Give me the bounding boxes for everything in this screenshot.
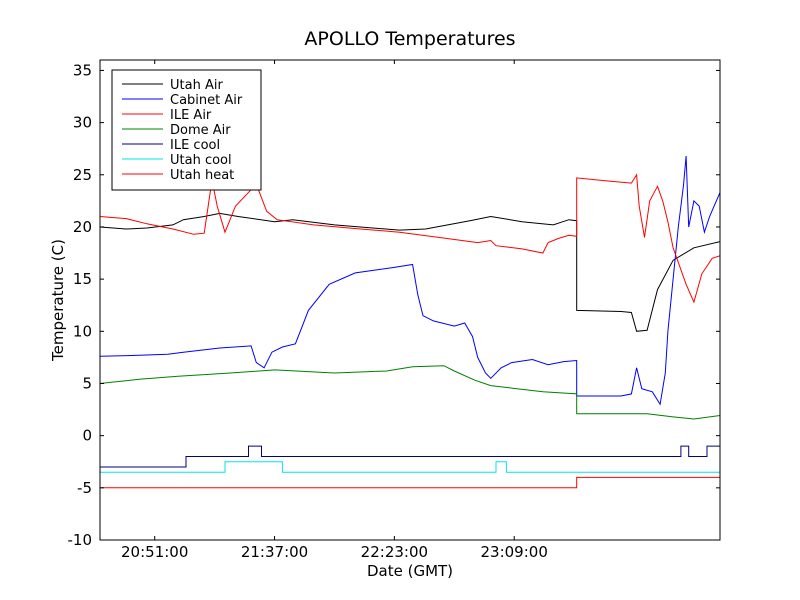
legend-entry: ILE Air <box>170 108 212 123</box>
y-tick-label: -5 <box>77 479 92 497</box>
y-tick-label: -10 <box>68 531 93 549</box>
plot-frame <box>99 59 721 541</box>
legend-entry: Cabinet Air <box>170 93 243 108</box>
y-axis-label: Temperature (C) <box>49 239 67 362</box>
series-line-utah-heat <box>100 476 720 489</box>
y-tick-label: 15 <box>73 270 92 288</box>
series-layer <box>100 155 720 489</box>
y-tick-label: 5 <box>82 374 92 392</box>
ticks-layer: -10 -5 0 5 10 15 20 25 30 35 20:51:00 21:37:00 22:23… <box>68 60 720 561</box>
y-tick-label: 0 <box>82 427 92 445</box>
series-line-utah-air <box>100 212 720 332</box>
y-tick-label: 20 <box>73 218 92 236</box>
legend-entry: Utah heat <box>170 168 234 183</box>
legend-box <box>111 69 262 191</box>
legend-entry: Utah cool <box>170 153 232 168</box>
legend-entry: Dome Air <box>170 123 231 138</box>
y-tick-label: 25 <box>73 166 92 184</box>
chart-title: APOLLO Temperatures <box>304 28 515 50</box>
series-line-dome-air <box>100 365 720 420</box>
series-line-utah-cool <box>100 461 720 473</box>
y-tick-label: 30 <box>73 114 92 132</box>
y-tick-label: 10 <box>73 322 92 340</box>
legend-entry: ILE cool <box>170 138 220 153</box>
x-tick-label: 21:37:00 <box>241 543 308 561</box>
x-tick-label: 23:09:00 <box>481 543 548 561</box>
y-tick-label: 35 <box>73 61 92 79</box>
series-line-ile-cool <box>100 445 720 468</box>
x-tick-label: 22:23:00 <box>361 543 428 561</box>
x-tick-label: 20:51:00 <box>121 543 188 561</box>
legend-entry: Utah Air <box>170 78 223 93</box>
series-line-cabinet-air <box>100 155 720 406</box>
series-line-ile-air <box>100 173 720 304</box>
x-axis-label: Date (GMT) <box>367 562 453 580</box>
